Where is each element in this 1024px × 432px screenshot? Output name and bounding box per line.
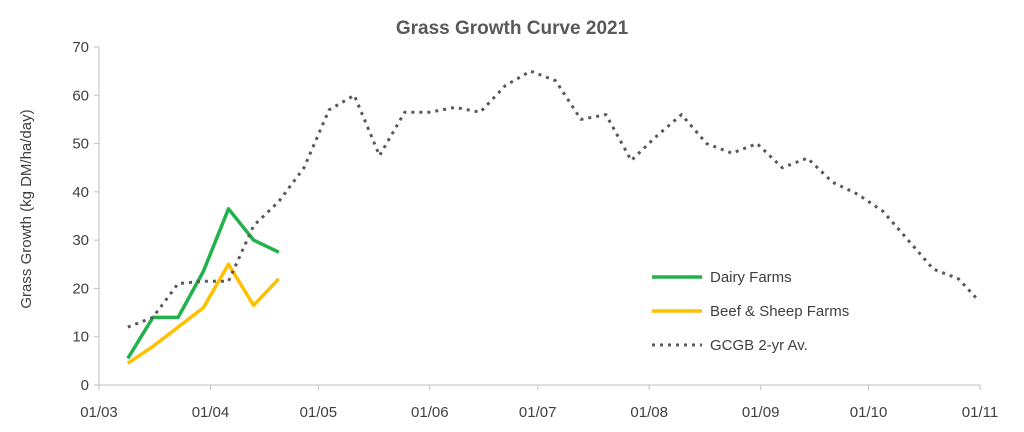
legend-label-dairy-farms: Dairy Farms (710, 269, 792, 286)
x-tick-label: 01/08 (630, 404, 668, 421)
legend: Dairy Farms Beef & Sheep Farms GCGB 2-yr A… (652, 269, 849, 354)
x-tick-label: 01/06 (411, 404, 449, 421)
series-lines (126, 69, 978, 365)
legend-label-gcgb-2-yr-av: GCGB 2-yr Av. (710, 337, 808, 354)
y-tick-label: 40 (72, 184, 89, 201)
y-axis-title: Grass Growth (kg DM/ha/day) (18, 109, 35, 308)
series-line-beef-sheep-farms (126, 262, 281, 365)
legend-label-beef-sheep-farms: Beef & Sheep Farms (710, 303, 849, 320)
chart-title: Grass Growth Curve 2021 (396, 18, 629, 39)
x-tick-label: 01/03 (80, 404, 118, 421)
x-tick-label: 01/11 (962, 404, 998, 421)
x-tick-label: 01/10 (850, 404, 888, 421)
y-tick-label: 70 (72, 39, 89, 56)
y-tick-label: 10 (72, 329, 89, 346)
axes: 0 10 20 30 40 50 60 70 01/03 01/04 01/05 01/06 01/07… (72, 39, 998, 421)
x-tick-label: 01/07 (519, 404, 557, 421)
x-tick-label: 01/05 (300, 404, 338, 421)
y-tick-label: 20 (72, 280, 89, 297)
y-tick-label: 60 (72, 87, 89, 104)
series-line-gcgb-2-yr-av (127, 69, 978, 329)
x-tick-label: 01/04 (192, 404, 230, 421)
series-line-dairy-farms (126, 207, 280, 360)
y-tick-label: 50 (72, 136, 89, 153)
y-tick-label: 30 (72, 232, 89, 249)
x-tick-label: 01/09 (742, 404, 780, 421)
y-tick-label: 0 (81, 377, 89, 394)
